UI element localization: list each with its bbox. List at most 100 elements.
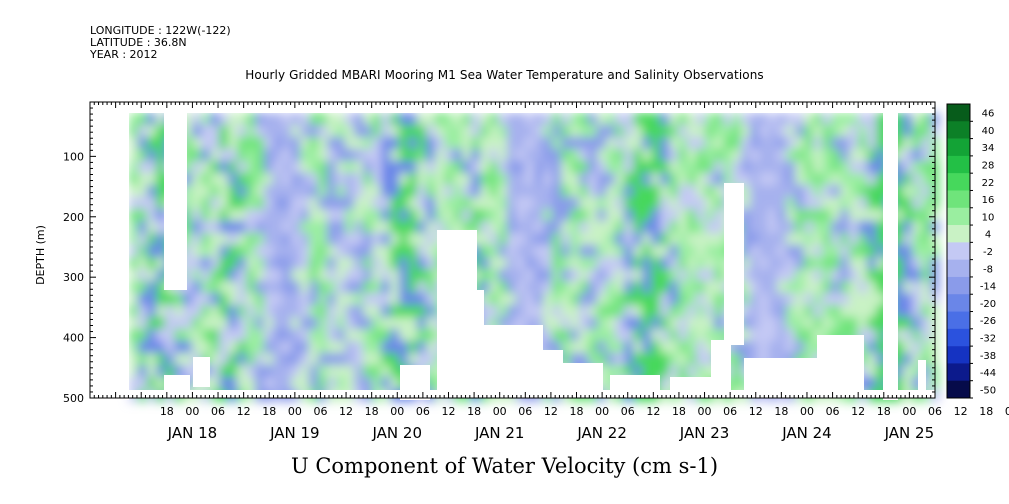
data-gap (90, 102, 129, 398)
data-gap (193, 357, 210, 387)
colorbar-label: 40 (982, 126, 995, 137)
data-gaps (80, 100, 935, 400)
data-gap (883, 110, 898, 400)
x-hour-label: 12 (339, 405, 353, 418)
x-hour-label: 06 (826, 405, 840, 418)
colorbar-swatch (947, 173, 970, 191)
x-hour-label: 18 (467, 405, 481, 418)
x-hour-label: 18 (979, 405, 993, 418)
colorbar-label: 16 (982, 195, 995, 206)
colorbar-label: -50 (980, 385, 996, 396)
colorbar-swatch (947, 121, 970, 139)
x-hour-label: 00 (390, 405, 404, 418)
colorbar-swatch (947, 242, 970, 260)
colorbar: -50 -44 -38 -32 -26 -20 -14 -8 -2 4 10 16 22 28 34 40 46 (946, 103, 996, 399)
colorbar-label: 28 (982, 161, 995, 172)
data-gap (164, 113, 187, 290)
colorbar-swatch (947, 190, 970, 209)
x-hour-label: 12 (954, 405, 968, 418)
latitude-label: LATITUDE : 36.8N (90, 36, 187, 49)
x-hour-label: 18 (774, 405, 788, 418)
colorbar-label: 22 (982, 178, 995, 189)
x-hour-label: 00 (800, 405, 814, 418)
y-tick-label: 200 (63, 211, 84, 224)
data-gap (90, 102, 935, 113)
x-hour-label: 06 (416, 405, 430, 418)
colorbar-swatch (947, 294, 970, 312)
data-gap (543, 350, 563, 390)
colorbar-swatch (947, 346, 970, 364)
x-date-label: JAN 19 (269, 424, 320, 442)
colorbar-label: -8 (983, 264, 993, 275)
colorbar-label: -2 (983, 247, 993, 258)
x-axis-title: U Component of Water Velocity (cm s-1) (290, 454, 719, 478)
colorbar-swatch (947, 311, 970, 330)
x-hour-label: 06 (518, 405, 532, 418)
x-hour-label: 18 (262, 405, 276, 418)
colorbar-swatch (947, 104, 970, 122)
data-gap (711, 340, 731, 390)
colorbar-swatch (947, 138, 970, 157)
x-hour-label: 00 (595, 405, 609, 418)
chart-title: Hourly Gridded MBARI Mooring M1 Sea Wate… (245, 68, 764, 82)
x-hour-label: 12 (441, 405, 455, 418)
colorbar-swatch (947, 225, 970, 243)
x-hour-label: 00 (902, 405, 916, 418)
colorbar-label: -20 (980, 299, 996, 310)
data-gap (90, 390, 935, 398)
colorbar-label: -26 (980, 316, 996, 327)
colorbar-swatch (947, 380, 970, 399)
x-date-label: JAN 18 (167, 424, 218, 442)
x-hour-label: 12 (749, 405, 763, 418)
x-hour-label: 12 (544, 405, 558, 418)
colorbar-swatch (947, 155, 970, 174)
x-date-label: JAN 25 (884, 424, 935, 442)
y-axis-label: DEPTH (m) (34, 225, 47, 285)
colorbar-label: -14 (980, 282, 996, 293)
x-hour-label: 06 (723, 405, 737, 418)
colorbar-label: -44 (980, 368, 996, 379)
x-hour-label: 18 (877, 405, 891, 418)
y-tick-label: 300 (63, 271, 84, 284)
x-axis: 18 00 06 12 18 00 06 12 18 00 06 12 18 00 06 12 18 00 06 12… (89, 102, 1009, 442)
x-hour-label: 00 (698, 405, 712, 418)
x-hour-label: 18 (160, 405, 174, 418)
year-label: YEAR : 2012 (90, 48, 158, 61)
colorbar-label: -38 (980, 351, 996, 362)
x-hour-label: 06 (211, 405, 225, 418)
y-axis: 100 200 300 400 500 (63, 101, 935, 405)
x-hour-label: 12 (646, 405, 660, 418)
x-hour-label: 06 (621, 405, 635, 418)
data-gap (563, 363, 603, 393)
x-hour-label: 06 (313, 405, 327, 418)
colorbar-label: 34 (982, 143, 995, 154)
x-hour-label: 00 (288, 405, 302, 418)
data-gap (477, 290, 484, 390)
x-hour-label: 00 (493, 405, 507, 418)
x-date-label: JAN 22 (576, 424, 627, 442)
data-gap (918, 360, 926, 390)
x-date-label: JAN 21 (474, 424, 525, 442)
x-hour-label: 18 (570, 405, 584, 418)
data-gap (724, 183, 744, 345)
y-tick-label: 100 (63, 150, 84, 163)
x-hour-label: 12 (237, 405, 251, 418)
y-tick-label: 500 (63, 392, 84, 405)
y-tick-label: 400 (63, 332, 84, 345)
data-gap (817, 335, 864, 365)
colorbar-swatch (947, 328, 970, 347)
x-date-label: JAN 23 (679, 424, 730, 442)
x-date-label: JAN 20 (372, 424, 423, 442)
data-gap (483, 325, 543, 390)
data-gap (437, 230, 477, 390)
colorbar-swatch (947, 259, 970, 278)
x-hour-label: 12 (851, 405, 865, 418)
colorbar-swatch (947, 207, 970, 226)
colorbar-swatch (947, 276, 970, 295)
x-hour-label: 00 (1005, 405, 1009, 418)
colorbar-label: 4 (985, 230, 991, 241)
longitude-label: LONGITUDE : 122W(-122) (90, 24, 231, 37)
x-hour-label: 18 (672, 405, 686, 418)
x-date-label: JAN 24 (781, 424, 832, 442)
